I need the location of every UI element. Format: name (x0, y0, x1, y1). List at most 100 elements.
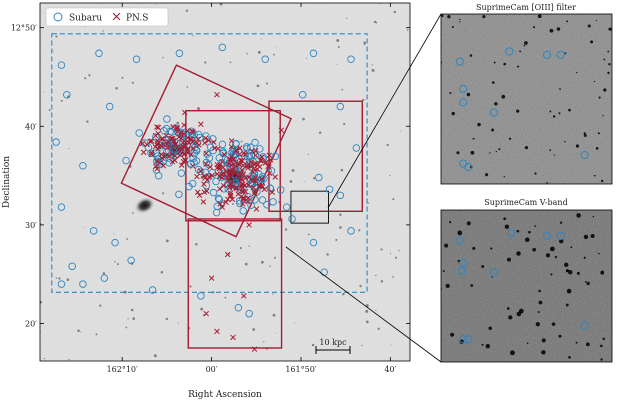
pns-pn-marker (154, 158, 160, 164)
background-star (337, 46, 340, 48)
subaru-pn-marker (144, 143, 153, 152)
inset-vband: SuprimeCam V-band (440, 198, 613, 363)
background-star (43, 91, 45, 93)
background-star (367, 202, 369, 204)
inset-subaru-marker (464, 162, 473, 172)
inset-star (575, 144, 580, 148)
subaru-pn-marker (336, 102, 345, 111)
pns-pn-marker (267, 157, 274, 163)
background-star (40, 300, 42, 304)
inset-star (558, 112, 561, 115)
pns-pn-marker (203, 161, 209, 167)
subaru-pn-marker (251, 196, 259, 204)
pns-pn-marker (169, 151, 175, 157)
background-star (130, 308, 134, 312)
pns-pn-marker (241, 150, 247, 156)
pns-pn-marker (180, 158, 187, 165)
pns-pn-marker (170, 146, 176, 152)
inset-star (541, 338, 546, 343)
background-star (43, 357, 45, 360)
subaru-pn-marker (100, 274, 109, 282)
pns-pn-marker (252, 152, 259, 159)
pns-pn-marker (197, 168, 204, 174)
background-star (398, 249, 400, 252)
subaru-pn-marker (95, 49, 103, 58)
subaru-pn-marker (259, 153, 267, 161)
inset-star (493, 61, 496, 64)
subaru-pn-marker (215, 154, 224, 162)
subaru-pn-marker (352, 144, 361, 152)
subaru-pn-marker (244, 153, 252, 161)
background-star (277, 155, 279, 157)
pns-pn-marker (194, 140, 200, 146)
background-star (77, 329, 80, 333)
inset-vband-marks (441, 213, 606, 361)
background-star (307, 153, 309, 155)
background-star (346, 17, 348, 19)
subaru-pn-marker (276, 186, 285, 194)
pns-pn-marker (148, 151, 155, 158)
inset-subaru-marker (542, 231, 552, 240)
background-star (365, 309, 369, 313)
background-star (365, 320, 369, 324)
inset-star (600, 344, 603, 348)
pns-pn-marker (194, 173, 200, 180)
background-star (326, 253, 329, 256)
background-star (88, 74, 91, 77)
inset-subaru-marker (459, 84, 468, 93)
pns-pn-marker (233, 184, 240, 191)
background-star (240, 140, 243, 143)
inset-subaru-marker (455, 236, 464, 245)
inset-star (491, 128, 495, 132)
inset-star (447, 15, 451, 19)
background-star (371, 64, 373, 66)
background-star (113, 233, 115, 235)
pns-pn-marker (152, 143, 159, 150)
background-star (257, 50, 261, 54)
inset-star (538, 289, 541, 293)
background-star (340, 168, 344, 172)
inset-star (595, 20, 598, 22)
inset-star (600, 270, 605, 275)
pns-pn-marker (259, 154, 265, 160)
subaru-pn-marker (271, 152, 280, 161)
background-star (386, 143, 389, 147)
pns-pn-marker (223, 199, 229, 205)
pns-pn-marker (225, 161, 232, 167)
subaru-pn-marker (57, 203, 66, 211)
inset-star (495, 150, 498, 153)
subaru-pn-marker (246, 143, 255, 152)
subaru-pn-marker (203, 150, 211, 158)
background-star (303, 180, 305, 182)
inset-star (534, 172, 537, 175)
inset-star (528, 230, 531, 234)
inset-oiii-marks (441, 14, 612, 184)
inset-oiii-frame (440, 13, 613, 185)
subaru-pn-marker (135, 129, 143, 137)
subaru-pn-marker (288, 215, 296, 223)
inset-star (585, 342, 590, 347)
inset-star (516, 109, 520, 113)
subaru-pn-marker (218, 43, 227, 52)
pns-pn-marker (232, 163, 239, 170)
background-star (232, 203, 234, 205)
background-star (125, 326, 128, 329)
inset-star (568, 108, 571, 112)
subaru-pn-marker (261, 55, 269, 63)
y-tick-label: 20′ (25, 320, 37, 329)
pns-pn-marker (229, 196, 236, 203)
inset-star (532, 26, 536, 29)
subaru-pn-marker (257, 175, 266, 184)
legend: Subaru PN.S (45, 7, 169, 27)
inset-star (566, 288, 572, 294)
background-star (371, 68, 375, 72)
background-star (272, 293, 274, 295)
inset-star (518, 308, 524, 314)
pns-pn-marker (185, 145, 191, 152)
pns-pn-marker (169, 158, 176, 165)
pns-pn-marker (198, 121, 204, 128)
background-star (155, 4, 157, 5)
pns-pn-marker (252, 160, 259, 167)
subaru-pn-marker (57, 280, 66, 288)
background-star (275, 332, 277, 334)
